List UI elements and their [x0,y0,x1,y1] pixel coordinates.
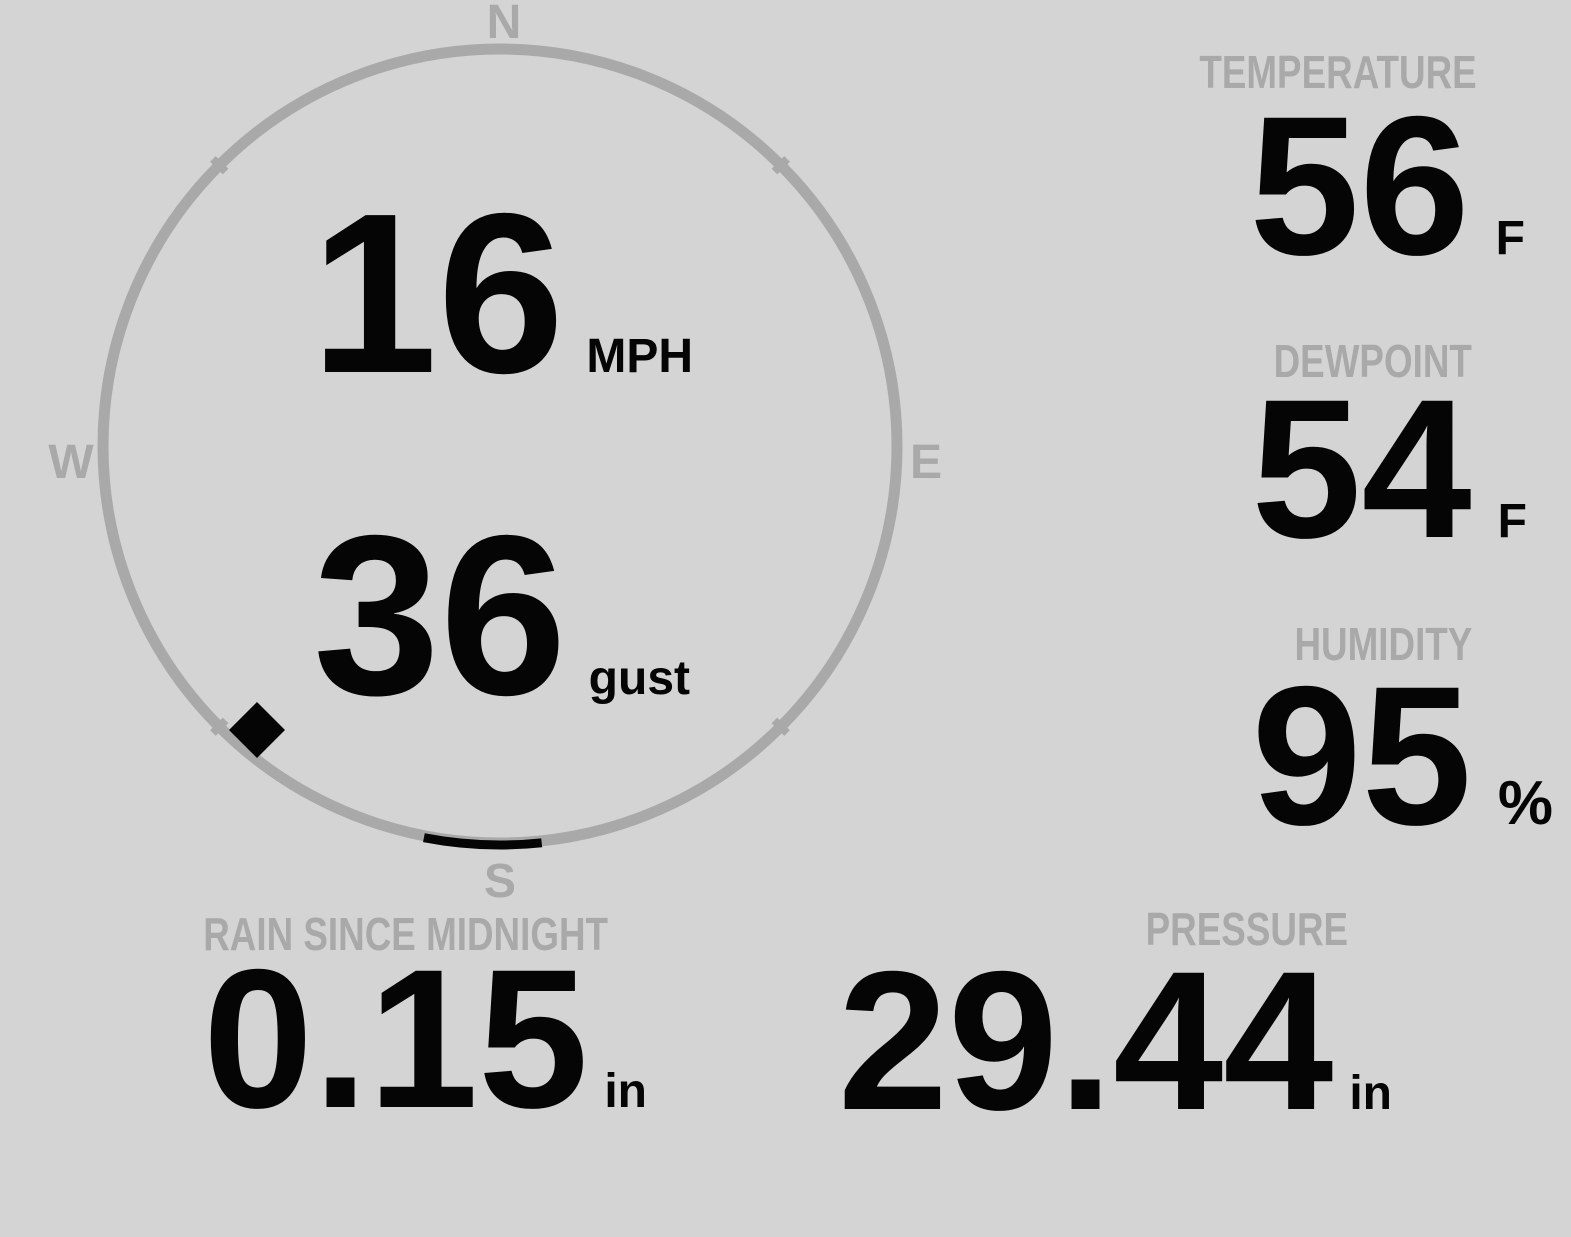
pressure-reading: 29.44 in [838,942,1392,1140]
wind-direction-marker-icon [229,702,285,758]
compass-tick-nw-icon [210,156,229,175]
compass-tick-ne-icon [771,156,790,175]
dewpoint-reading: 54 F [1251,370,1527,568]
wind-speed-unit: MPH [586,330,693,383]
rain-since-midnight-label: RAIN SINCE MIDNIGHT [203,908,608,960]
compass-tick-sw-icon [210,717,229,736]
rain-since-midnight-unit: in [604,1065,647,1118]
dewpoint-unit: F [1497,495,1527,548]
wind-gust-unit: gust [588,652,690,705]
wind-gust-value: 36 [313,489,567,743]
compass-cardinal-north: N [487,0,522,49]
temperature-label: TEMPERATURE [1199,46,1477,98]
humidity-reading: 95 % [1252,657,1553,855]
pressure-value: 29.44 [837,930,1334,1151]
rain-since-midnight-reading: 0.15 in [203,940,647,1138]
compass-cardinal-east: E [910,436,942,489]
compass-tick-se-icon [771,717,790,736]
pressure-label: PRESSURE [1145,903,1348,955]
compass-ticks [210,156,790,736]
wind-direction-arc [423,833,543,850]
wind-speed-value: 16 [310,167,565,421]
wind-gust-reading: 36 gust [313,502,690,730]
pressure-unit: in [1349,1067,1392,1120]
temperature-unit: F [1495,212,1525,265]
humidity-value: 95 [1251,645,1472,866]
temperature-value: 56 [1249,75,1470,296]
dewpoint-label: DEWPOINT [1273,335,1472,387]
dewpoint-value: 54 [1251,358,1472,579]
rain-since-midnight-value: 0.15 [202,928,589,1149]
compass-cardinal-west: W [48,436,94,489]
wind-compass: N E S W [48,0,942,908]
humidity-unit: % [1497,769,1553,838]
wind-speed-reading: 16 MPH [311,180,693,408]
compass-cardinal-south: S [484,855,516,908]
temperature-reading: 56 F [1249,87,1525,285]
humidity-label: HUMIDITY [1294,618,1472,670]
